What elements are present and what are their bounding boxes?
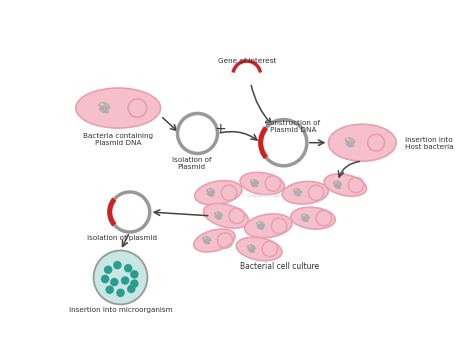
Circle shape [121, 276, 129, 285]
Circle shape [110, 278, 118, 286]
Ellipse shape [245, 214, 292, 238]
Text: +: + [215, 122, 227, 136]
Circle shape [93, 251, 147, 304]
Ellipse shape [328, 124, 396, 161]
Ellipse shape [324, 174, 366, 196]
Circle shape [104, 266, 112, 274]
Circle shape [127, 285, 136, 293]
Circle shape [116, 289, 125, 297]
Ellipse shape [203, 203, 248, 228]
Ellipse shape [282, 181, 328, 204]
Ellipse shape [76, 88, 161, 128]
Ellipse shape [195, 181, 242, 205]
Circle shape [106, 285, 114, 294]
Circle shape [101, 275, 109, 283]
Ellipse shape [236, 237, 282, 261]
Circle shape [130, 270, 138, 279]
Circle shape [130, 279, 138, 288]
Text: Bacteria containing
Plasmid DNA: Bacteria containing Plasmid DNA [83, 133, 153, 147]
Text: Isolation of plasmid: Isolation of plasmid [87, 235, 157, 241]
Ellipse shape [194, 229, 235, 252]
Circle shape [113, 261, 122, 269]
Text: Insertion into microorganism: Insertion into microorganism [69, 307, 173, 313]
Ellipse shape [240, 173, 284, 195]
Text: Insertion into
Host bacteria: Insertion into Host bacteria [405, 137, 453, 149]
Text: Isolation of
Plasmid: Isolation of Plasmid [172, 157, 211, 170]
Text: Construction of
Plasmid DNA: Construction of Plasmid DNA [265, 120, 320, 133]
Text: Bacterial cell culture: Bacterial cell culture [240, 262, 319, 271]
Ellipse shape [291, 207, 335, 229]
Text: Gene of interest: Gene of interest [218, 58, 276, 64]
Circle shape [124, 264, 132, 272]
Text: © Genetic Education Inc.: © Genetic Education Inc. [240, 193, 309, 198]
